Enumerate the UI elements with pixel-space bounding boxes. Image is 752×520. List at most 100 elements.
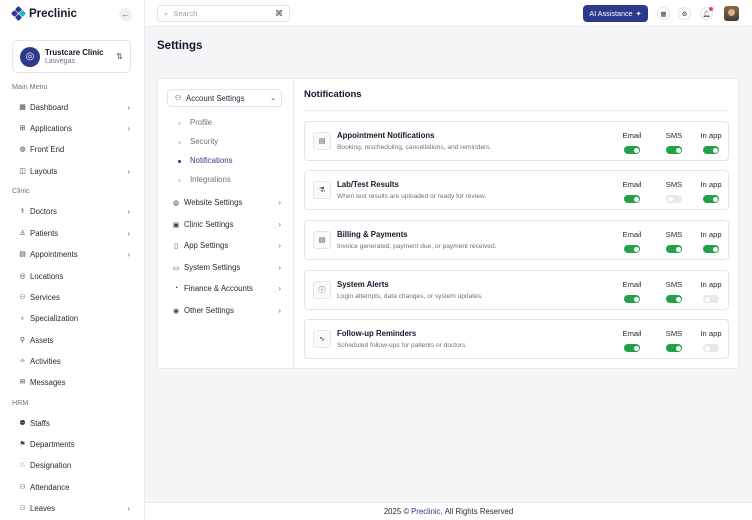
search-input[interactable]: ⌕ Search ⌘ <box>157 5 290 22</box>
sidebar-item-label: Appointments <box>30 249 78 259</box>
settings-item-website-settings[interactable]: ◍ Website Settings › <box>171 198 281 207</box>
chevron-right-icon: › <box>127 228 130 238</box>
patient-icon: ♙ <box>19 230 26 237</box>
menu-section-title: Clinic <box>12 186 30 195</box>
app-logo[interactable]: Preclinic <box>10 5 77 22</box>
toggle-email[interactable] <box>624 245 640 253</box>
toggle-sms[interactable] <box>666 195 682 203</box>
sidebar-item-assets[interactable]: ⚲ Assets <box>18 334 130 346</box>
notifications-button[interactable]: 🔔︎ <box>700 7 713 20</box>
sidebar-item-applications[interactable]: ⊞ Applications › <box>18 122 130 134</box>
sidebar-item-appointments[interactable]: ▤ Appointments › <box>18 248 130 260</box>
notification-row: ⚗ Lab/Test Results When test results are u… <box>304 170 729 210</box>
sidebar-item-patients[interactable]: ♙ Patients › <box>18 227 130 239</box>
chevron-right-icon: › <box>127 503 130 513</box>
footer-copyright: 2025 © <box>383 507 410 516</box>
notification-title: Appointment Notifications <box>337 131 435 140</box>
lab-icon: ⚗ <box>313 181 331 199</box>
sidebar-item-label: Attendance <box>30 482 70 492</box>
toggle-email[interactable] <box>624 295 640 303</box>
toggle-email[interactable] <box>624 195 640 203</box>
account-settings-dropdown[interactable]: ⚇ Account Settings ⌄ <box>167 89 282 107</box>
footer-brand-link[interactable]: Preclinic, <box>411 507 443 516</box>
toggle-sms[interactable] <box>666 245 682 253</box>
activity-icon: ✧ <box>19 358 26 365</box>
toggle-column: Email <box>617 131 647 154</box>
toggle-label: SMS <box>665 280 683 289</box>
sidebar-item-locations[interactable]: ◎ Locations <box>18 270 130 282</box>
attendance-icon: ⚇ <box>19 484 26 491</box>
topbar: ⌕ Search ⌘ AI Assistance ✦ ▦ ⚙ 🔔︎ <box>145 0 752 27</box>
globe-icon: ◍ <box>19 146 26 153</box>
sidebar-item-messages[interactable]: ✉ Messages <box>18 376 130 388</box>
sidebar-item-staffs[interactable]: ⚉ Staffs <box>18 417 130 429</box>
settings-sub-integrations[interactable]: Integrations <box>190 175 231 184</box>
user-avatar[interactable] <box>724 6 739 21</box>
settings-item-finance-accounts[interactable]: ◔ Finance & Accounts › <box>171 284 281 293</box>
toggle-sms[interactable] <box>666 295 682 303</box>
menu-section-title: HRM <box>12 398 29 407</box>
toggle-in-app[interactable] <box>703 344 719 352</box>
sidebar-item-attendance[interactable]: ⚇ Attendance <box>18 481 130 493</box>
sidebar-item-designation[interactable]: ♘ Designation <box>18 459 130 471</box>
collapse-sidebar-button[interactable]: ← <box>119 8 132 21</box>
chevron-right-icon: › <box>278 306 281 315</box>
toggle-sms[interactable] <box>666 146 682 154</box>
toggle-email[interactable] <box>624 146 640 154</box>
toggle-column: In app <box>696 329 726 352</box>
settings-button[interactable]: ⚙ <box>678 7 691 20</box>
settings-item-label: Clinic Settings <box>184 220 234 229</box>
toggle-column: In app <box>696 131 726 154</box>
toggle-label: In app <box>700 280 722 289</box>
settings-divider <box>293 79 294 368</box>
notification-description: Booking, rescheduling, cancellations, an… <box>337 144 492 151</box>
notification-dot <box>709 7 713 11</box>
clinic-switcher[interactable]: ◎ Trustcare Clinic Lasvegas ⇅ <box>12 40 131 73</box>
command-key-icon: ⌘ <box>275 9 283 18</box>
search-icon: ⌕ <box>164 8 169 18</box>
toggle-column: In app <box>696 180 726 203</box>
sidebar-item-dashboard[interactable]: ▦ Dashboard › <box>18 101 130 113</box>
toggle-label: In app <box>700 131 722 140</box>
settings-item-label: Finance & Accounts <box>184 284 253 293</box>
toggle-label: In app <box>700 329 722 338</box>
sidebar-item-doctors[interactable]: ⚕ Doctors › <box>18 205 130 217</box>
globe-icon: ◍ <box>172 199 180 207</box>
sidebar-item-specialization[interactable]: ♁ Specialization <box>18 312 130 324</box>
sidebar-item-front-end[interactable]: ◍ Front End <box>18 143 130 155</box>
toggle-column: Email <box>617 180 647 203</box>
leave-icon: ⚆ <box>19 505 26 512</box>
sidebar-item-leaves[interactable]: ⚆ Leaves › <box>18 502 130 514</box>
toggle-in-app[interactable] <box>703 295 719 303</box>
sidebar-item-label: Services <box>30 292 60 302</box>
sidebar-item-activities[interactable]: ✧ Activities <box>18 355 130 367</box>
asset-icon: ⚲ <box>19 337 26 344</box>
toggle-in-app[interactable] <box>703 195 719 203</box>
toggle-label: Email <box>622 280 642 289</box>
sidebar-item-departments[interactable]: ⚑ Departments <box>18 438 130 450</box>
calendar-button[interactable]: ▦ <box>657 7 670 20</box>
settings-item-other-settings[interactable]: ◉ Other Settings › <box>171 306 281 315</box>
grid-icon: ▦ <box>19 104 26 111</box>
settings-item-app-settings[interactable]: ▯ App Settings › <box>171 241 281 250</box>
toggle-in-app[interactable] <box>703 146 719 154</box>
sidebar-item-services[interactable]: ⚇ Services <box>18 291 130 303</box>
settings-sub-profile[interactable]: Profile <box>190 118 213 127</box>
toggle-in-app[interactable] <box>703 245 719 253</box>
toggle-column: Email <box>617 280 647 303</box>
location-icon: ◎ <box>19 273 26 280</box>
toggle-email[interactable] <box>624 344 640 352</box>
settings-sub-notifications[interactable]: Notifications <box>190 156 233 165</box>
toggle-sms[interactable] <box>666 344 682 352</box>
settings-sub-security[interactable]: Security <box>190 137 219 146</box>
menu-section-title: Main Menu <box>12 82 48 91</box>
sidebar-item-layouts[interactable]: ◫ Layouts › <box>18 165 130 177</box>
ai-assistance-button[interactable]: AI Assistance ✦ <box>583 5 648 22</box>
settings-item-system-settings[interactable]: ▭ System Settings › <box>171 263 281 272</box>
sub-bullet <box>178 122 181 125</box>
chevron-down-icon: ⌄ <box>270 95 276 102</box>
user-settings-icon: ⚇ <box>174 95 182 102</box>
sidebar-item-label: Designation <box>30 460 72 470</box>
settings-item-clinic-settings[interactable]: ▣ Clinic Settings › <box>171 220 281 229</box>
sidebar-item-label: Departments <box>30 439 75 449</box>
